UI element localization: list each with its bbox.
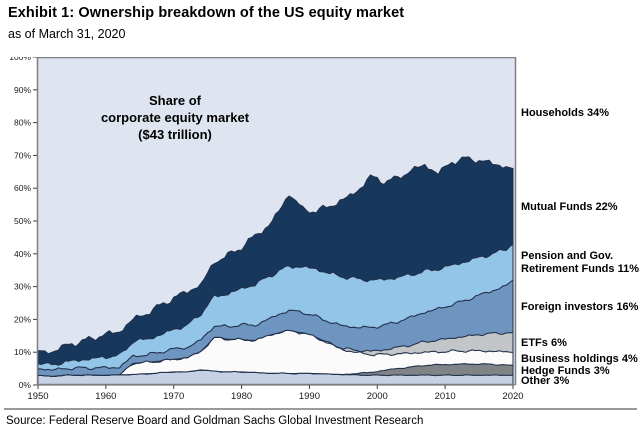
divider-line: [4, 408, 637, 410]
y-axis-tick-label: 50%: [14, 216, 31, 226]
area-band-mutual_funds: [37, 156, 514, 366]
y-axis-tick-label: 30%: [14, 282, 31, 292]
y-axis-tick-label: 70%: [14, 150, 31, 160]
stacked-area-chart: 0% 10% 20% 30% 40% 50% 60% 70% 80% 90% 100% 1950 196…: [9, 57, 524, 402]
x-axis-tick-label: 2010: [435, 391, 456, 402]
page-subtitle: as of March 31, 2020: [8, 27, 126, 41]
annotation-line: ($43 trillion): [138, 127, 212, 142]
x-axis-tick-label: 1990: [299, 391, 320, 402]
annotation-line: Share of: [148, 93, 201, 108]
x-axis-tick-label: 1960: [95, 391, 116, 402]
x-axis-tick-label: 1970: [163, 391, 184, 402]
source-text: Source: Federal Reserve Board and Goldma…: [6, 415, 424, 427]
series-label-other: Other 3%: [521, 374, 570, 387]
x-axis-tick-label: 1980: [231, 391, 252, 402]
y-axis-tick-label: 90%: [14, 85, 31, 95]
series-label-pension_gov_retirement: Pension and Gov. Retirement Funds 11%: [521, 250, 639, 275]
x-axis-tick-label: 2000: [367, 391, 388, 402]
y-axis-tick-label: 10%: [14, 347, 31, 357]
y-axis-tick-label: 100%: [9, 57, 31, 62]
y-axis-tick-label: 20%: [14, 314, 31, 324]
y-axis-tick-label: 80%: [14, 118, 31, 128]
x-axis-tick-label: 1950: [27, 391, 48, 402]
series-label-households: Households 34%: [521, 107, 610, 120]
chart-annotation: Share of corporate equity market ($43 tr…: [70, 92, 280, 143]
y-axis-tick-label: 40%: [14, 249, 31, 259]
series-label-foreign_investors: Foreign investors 16%: [521, 300, 639, 313]
series-label-mutual_funds: Mutual Funds 22%: [521, 200, 618, 213]
series-label-business_holdings: Business holdings 4%: [521, 353, 638, 366]
annotation-line: corporate equity market: [100, 110, 250, 125]
x-axis-tick-label: 2020: [502, 391, 523, 402]
y-axis-tick-label: 0%: [19, 380, 32, 390]
series-label-hedge_funds: Hedge Funds 3%: [521, 364, 610, 377]
series-label-etfs: ETFs 6%: [521, 336, 567, 349]
plot-frame: [36, 57, 517, 386]
y-axis-tick-label: 60%: [14, 183, 31, 193]
page-title: Exhibit 1: Ownership breakdown of the US…: [8, 5, 405, 21]
